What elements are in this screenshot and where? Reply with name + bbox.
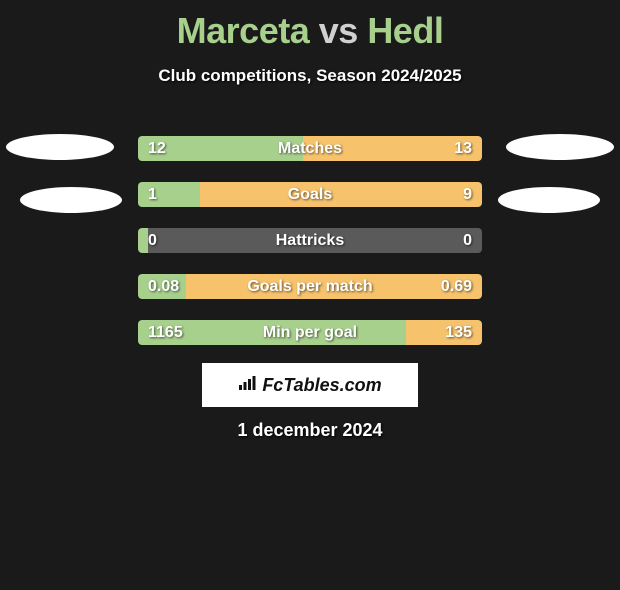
title-right: Hedl — [367, 10, 443, 51]
stat-value-right: 9 — [463, 182, 472, 207]
bar-chart-icon — [238, 375, 258, 396]
stat-label: Goals per match — [138, 274, 482, 299]
stat-row: 1 Goals 9 — [138, 182, 482, 207]
stat-value-right: 135 — [445, 320, 472, 345]
stat-row: 1165 Min per goal 135 — [138, 320, 482, 345]
stat-value-right: 13 — [454, 136, 472, 161]
avatar-placeholder-right-2 — [498, 187, 600, 213]
avatar-placeholder-left-1 — [6, 134, 114, 160]
page-title: Marceta vs Hedl — [0, 10, 620, 52]
stat-label: Matches — [138, 136, 482, 161]
stat-row: 0.08 Goals per match 0.69 — [138, 274, 482, 299]
brand-box: FcTables.com — [202, 363, 418, 407]
stat-value-right: 0.69 — [441, 274, 472, 299]
date-label: 1 december 2024 — [0, 420, 620, 441]
avatar-placeholder-left-2 — [20, 187, 122, 213]
brand-label: FcTables.com — [238, 375, 381, 396]
stat-row: 0 Hattricks 0 — [138, 228, 482, 253]
title-vs: vs — [319, 10, 358, 51]
stat-row: 12 Matches 13 — [138, 136, 482, 161]
title-left: Marceta — [177, 10, 310, 51]
stat-label: Goals — [138, 182, 482, 207]
comparison-rows: 12 Matches 13 1 Goals 9 0 Hattricks 0 0.… — [138, 136, 482, 366]
stat-label: Hattricks — [138, 228, 482, 253]
stat-label: Min per goal — [138, 320, 482, 345]
stat-value-right: 0 — [463, 228, 472, 253]
brand-text: FcTables.com — [262, 375, 381, 396]
avatar-placeholder-right-1 — [506, 134, 614, 160]
subtitle: Club competitions, Season 2024/2025 — [0, 66, 620, 86]
